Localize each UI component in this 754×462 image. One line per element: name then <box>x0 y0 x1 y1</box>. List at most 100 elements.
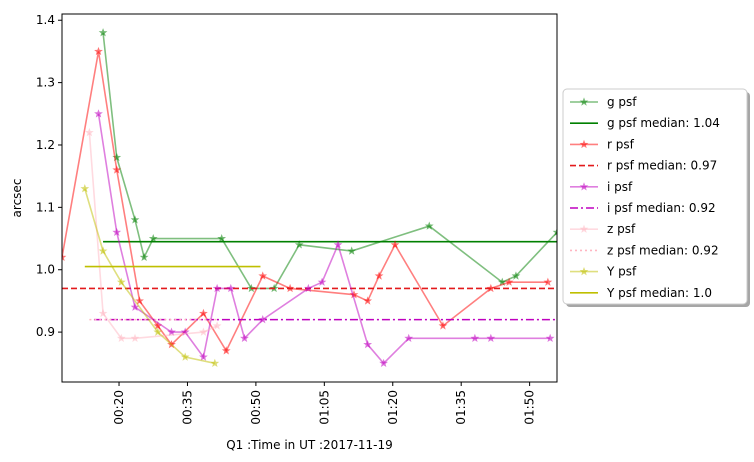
y-tick-label: 1.4 <box>36 13 55 27</box>
data-point-i-psf <box>363 339 373 349</box>
data-point-i-psf <box>112 227 122 237</box>
data-point-g-psf <box>497 277 507 286</box>
data-point-r-psf <box>135 296 144 305</box>
x-tick-label: 01:50 <box>523 390 537 425</box>
data-point-z-psf <box>130 333 140 343</box>
data-point-y-psf <box>153 327 163 336</box>
data-point-g-psf <box>347 246 357 255</box>
legend-label: r psf <box>607 137 635 151</box>
data-point-y-psf <box>116 277 126 286</box>
data-point-y-psf <box>180 352 190 361</box>
data-point-i-psf <box>180 327 190 336</box>
series-z-psf <box>85 127 222 343</box>
legend-label: Y psf <box>606 265 637 279</box>
legend-marker <box>579 182 589 191</box>
data-point-z-psf <box>98 308 108 318</box>
data-point-g-psf <box>294 240 304 249</box>
legend-entry: Y psf median: 1.0 <box>570 286 712 300</box>
legend-label: z psf median: 0.92 <box>607 243 719 257</box>
legend-label: g psf <box>607 95 637 109</box>
data-point-g-psf <box>112 152 122 162</box>
data-point-i-psf <box>545 333 555 343</box>
legend-entry: g psf <box>570 95 637 109</box>
legend-marker <box>579 224 589 233</box>
data-point-i-psf <box>317 277 327 286</box>
x-tick-label: 01:35 <box>454 390 468 425</box>
data-point-r-psf <box>221 346 231 355</box>
data-point-y-psf <box>80 184 90 193</box>
data-point-i-psf <box>94 109 103 118</box>
data-point-i-psf <box>379 358 389 368</box>
legend-label: g psf median: 1.04 <box>607 116 720 130</box>
data-point-i-psf <box>240 333 249 343</box>
legend-marker <box>579 267 589 276</box>
data-point-i-psf <box>486 333 496 343</box>
legend-entry: i psf <box>570 180 633 194</box>
legend-label: Y psf median: 1.0 <box>606 286 712 300</box>
data-point-g-psf <box>424 221 434 230</box>
data-point-r-psf <box>62 252 67 261</box>
legend-label: i psf median: 0.92 <box>607 201 716 215</box>
legend-entry: z psf <box>570 222 636 236</box>
legend-label: z psf <box>607 222 636 236</box>
legend-entry: z psf median: 0.92 <box>570 243 719 257</box>
legend-entry: Y psf <box>570 265 637 279</box>
legend-entry: i psf median: 0.92 <box>570 201 716 215</box>
data-point-z-psf <box>116 333 126 343</box>
data-point-r-psf <box>374 271 384 280</box>
y-tick-label: 1.0 <box>36 263 55 277</box>
series-layer <box>62 28 557 368</box>
data-point-z-psf <box>199 327 208 336</box>
data-point-i-psf <box>199 352 208 361</box>
series-i-psf <box>94 109 555 368</box>
data-point-i-psf <box>404 333 414 343</box>
plot-frame <box>61 13 558 383</box>
data-point-g-psf <box>552 227 557 237</box>
y-tick-label: 0.9 <box>36 325 55 339</box>
data-point-r-psf <box>349 290 359 299</box>
data-point-r-psf <box>153 321 163 330</box>
series-line-y-psf <box>84 188 215 365</box>
data-point-i-psf <box>333 240 343 249</box>
legend-entry: g psf median: 1.04 <box>570 116 720 130</box>
x-axis-label: Q1 :Time in UT :2017-11-19 <box>226 438 393 452</box>
series-g-psf <box>98 28 557 293</box>
x-tick-label: 00:35 <box>180 390 194 425</box>
series-y-psf <box>80 184 220 368</box>
legend-label: i psf <box>607 180 633 194</box>
legend-marker <box>579 139 589 149</box>
data-point-y-psf <box>98 246 108 255</box>
data-point-g-psf <box>148 233 158 243</box>
y-tick-label: 1.2 <box>36 138 55 152</box>
series-line-g-psf <box>102 32 557 290</box>
data-point-r-psf <box>112 165 122 174</box>
data-point-i-psf <box>130 302 140 311</box>
data-point-r-psf <box>258 271 268 280</box>
data-point-g-psf <box>98 28 108 37</box>
data-point-z-psf <box>85 127 94 137</box>
data-point-i-psf <box>303 283 313 293</box>
data-point-i-psf <box>212 283 222 293</box>
data-point-i-psf <box>167 327 176 336</box>
data-point-r-psf <box>199 308 208 318</box>
ticks-layer: 0.9 1.0 1.1 1.2 1.3 1.4 00:20 00:35 00:50 01:05 01… <box>36 13 537 424</box>
data-point-r-psf <box>94 46 103 56</box>
data-point-i-psf <box>258 315 268 324</box>
legend: g psf g psf median: 1.04 r psf r psf median… <box>562 88 750 307</box>
data-point-r-psf <box>390 240 400 249</box>
data-point-z-psf <box>212 321 222 330</box>
x-tick-label: 00:20 <box>112 390 126 425</box>
y-tick-label: 1.3 <box>36 76 55 90</box>
data-point-g-psf <box>139 252 149 261</box>
data-point-i-psf <box>226 283 236 293</box>
legend-label: r psf median: 0.97 <box>607 159 717 173</box>
data-point-y-psf <box>210 358 220 368</box>
x-tick-label: 00:50 <box>249 390 263 425</box>
y-tick-label: 1.1 <box>36 200 55 214</box>
data-point-g-psf <box>130 215 140 224</box>
data-point-i-psf <box>470 333 480 343</box>
legend-entry: r psf <box>570 137 635 151</box>
series-r-psf <box>62 46 553 355</box>
legend-marker <box>579 97 589 106</box>
